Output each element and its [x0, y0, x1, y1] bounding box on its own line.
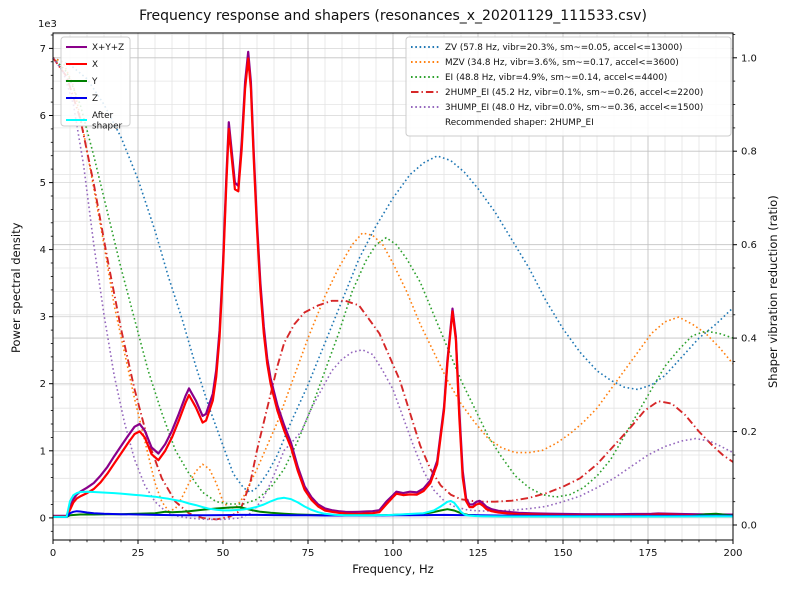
y-right-tick-label: 0.4 [741, 334, 757, 345]
series-3HUMP-EI-line [52, 57, 734, 521]
x-tick-label: 200 [723, 548, 742, 559]
y-left-tick-label: 5 [40, 178, 46, 189]
legend-item-label: shaper [92, 122, 123, 132]
legend-item-label: ZV (57.8 Hz, vibr=20.3%, sm~=0.05, accel… [445, 43, 682, 53]
series-After-shaper-line [53, 490, 734, 518]
legend-item-label: 3HUMP_EI (48.0 Hz, vibr=0.0%, sm~=0.36, … [445, 103, 703, 113]
axes-frame: 0 25 50 75 100 125 150 175 200 0 1 2 3 4 5 6 7 0.0 0.2 0.4 0… [40, 32, 757, 559]
y-left-tick-label: 6 [40, 111, 46, 122]
legend-item-label: After [92, 111, 114, 121]
series-2HUMP-EI-line [52, 57, 734, 521]
series-lines [52, 50, 734, 521]
chart-title: Frequency response and shapers (resonanc… [139, 8, 647, 24]
y-axis-offset-label: 1e3 [38, 19, 57, 30]
y-right-tick-label: 1.0 [741, 53, 757, 64]
x-tick-label: 125 [468, 548, 487, 559]
legend-item-label: Z [92, 94, 98, 104]
legend-item-label: 2HUMP_EI (45.2 Hz, vibr=0.1%, sm~=0.26, … [445, 88, 703, 98]
x-tick-label: 50 [217, 548, 230, 559]
y-right-tick-label: 0.6 [741, 240, 757, 251]
y-axis-right-label: Shaper vibration reduction (ratio) [766, 195, 780, 388]
y-left-tick-label: 4 [40, 245, 46, 256]
series-X-Y-Z-line [53, 50, 734, 517]
legend-item-label: X [92, 60, 98, 70]
legend-item-label: Y [91, 77, 98, 87]
series-X-line [53, 57, 734, 518]
x-tick-label: 100 [383, 548, 402, 559]
y-right-tick-label: 0.0 [741, 521, 757, 532]
x-tick-label: 0 [50, 548, 56, 559]
y-axis-left-label: Power spectral density [9, 222, 23, 353]
y-left-tick-label: 2 [40, 379, 46, 390]
x-tick-label: 75 [302, 548, 315, 559]
y-left-tick-label: 0 [40, 513, 46, 524]
legend-right: ZV (57.8 Hz, vibr=20.3%, sm~=0.05, accel… [405, 36, 732, 137]
x-axis-label: Frequency, Hz [352, 562, 434, 576]
legend-item-label: X+Y+Z [92, 43, 124, 53]
x-tick-label: 25 [132, 548, 145, 559]
y-left-tick-label: 3 [40, 312, 46, 323]
legend-item-label: MZV (34.8 Hz, vibr=3.6%, sm~=0.17, accel… [445, 58, 679, 68]
y-left-tick-label: 7 [40, 44, 46, 55]
y-right-tick-label: 0.8 [741, 147, 757, 158]
y-right-tick-label: 0.2 [741, 427, 757, 438]
x-tick-label: 150 [553, 548, 572, 559]
legend-note: Recommended shaper: 2HUMP_EI [445, 118, 594, 128]
y-left-tick-label: 1 [40, 446, 46, 457]
x-tick-label: 175 [638, 548, 657, 559]
legend-item-label: EI (48.8 Hz, vibr=4.9%, sm~=0.14, accel<… [445, 73, 667, 83]
